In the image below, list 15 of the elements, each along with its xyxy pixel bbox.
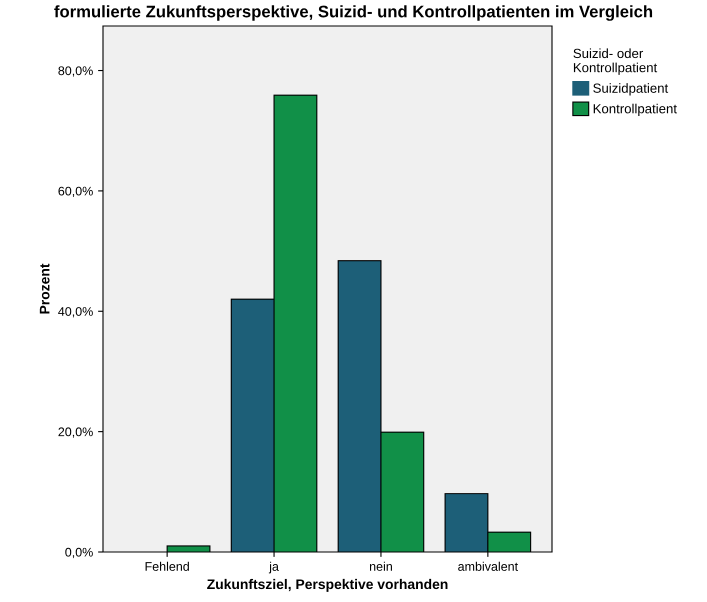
y-tick-label: 0,0% — [65, 548, 93, 558]
x-tick-label: Fehlend — [146, 562, 189, 571]
x-tick-label: ambivalent — [458, 562, 518, 571]
y-tick-label: 80,0% — [58, 66, 93, 77]
legend-label: Suizidpatient — [593, 83, 668, 96]
legend-label: Kontrollpatient — [594, 104, 677, 116]
y-tick-label: 60,0% — [58, 186, 93, 198]
legend-title: Suizid- oder Kontrollpatient — [573, 48, 658, 75]
x-tick-label: ja — [268, 562, 279, 574]
y-tick-label: 20,0% — [58, 427, 93, 438]
chart-title: formulierte Zukunftsperspektive, Suizid- und Kontrollpatienten im Vergleich — [54, 5, 652, 21]
y-tick-label: 40,0% — [58, 307, 93, 318]
x-axis-title: Zukunftsziel, Perspektive vorhanden — [207, 578, 448, 592]
y-axis-title: Prozent — [40, 264, 50, 314]
x-tick-label: nein — [370, 562, 392, 571]
